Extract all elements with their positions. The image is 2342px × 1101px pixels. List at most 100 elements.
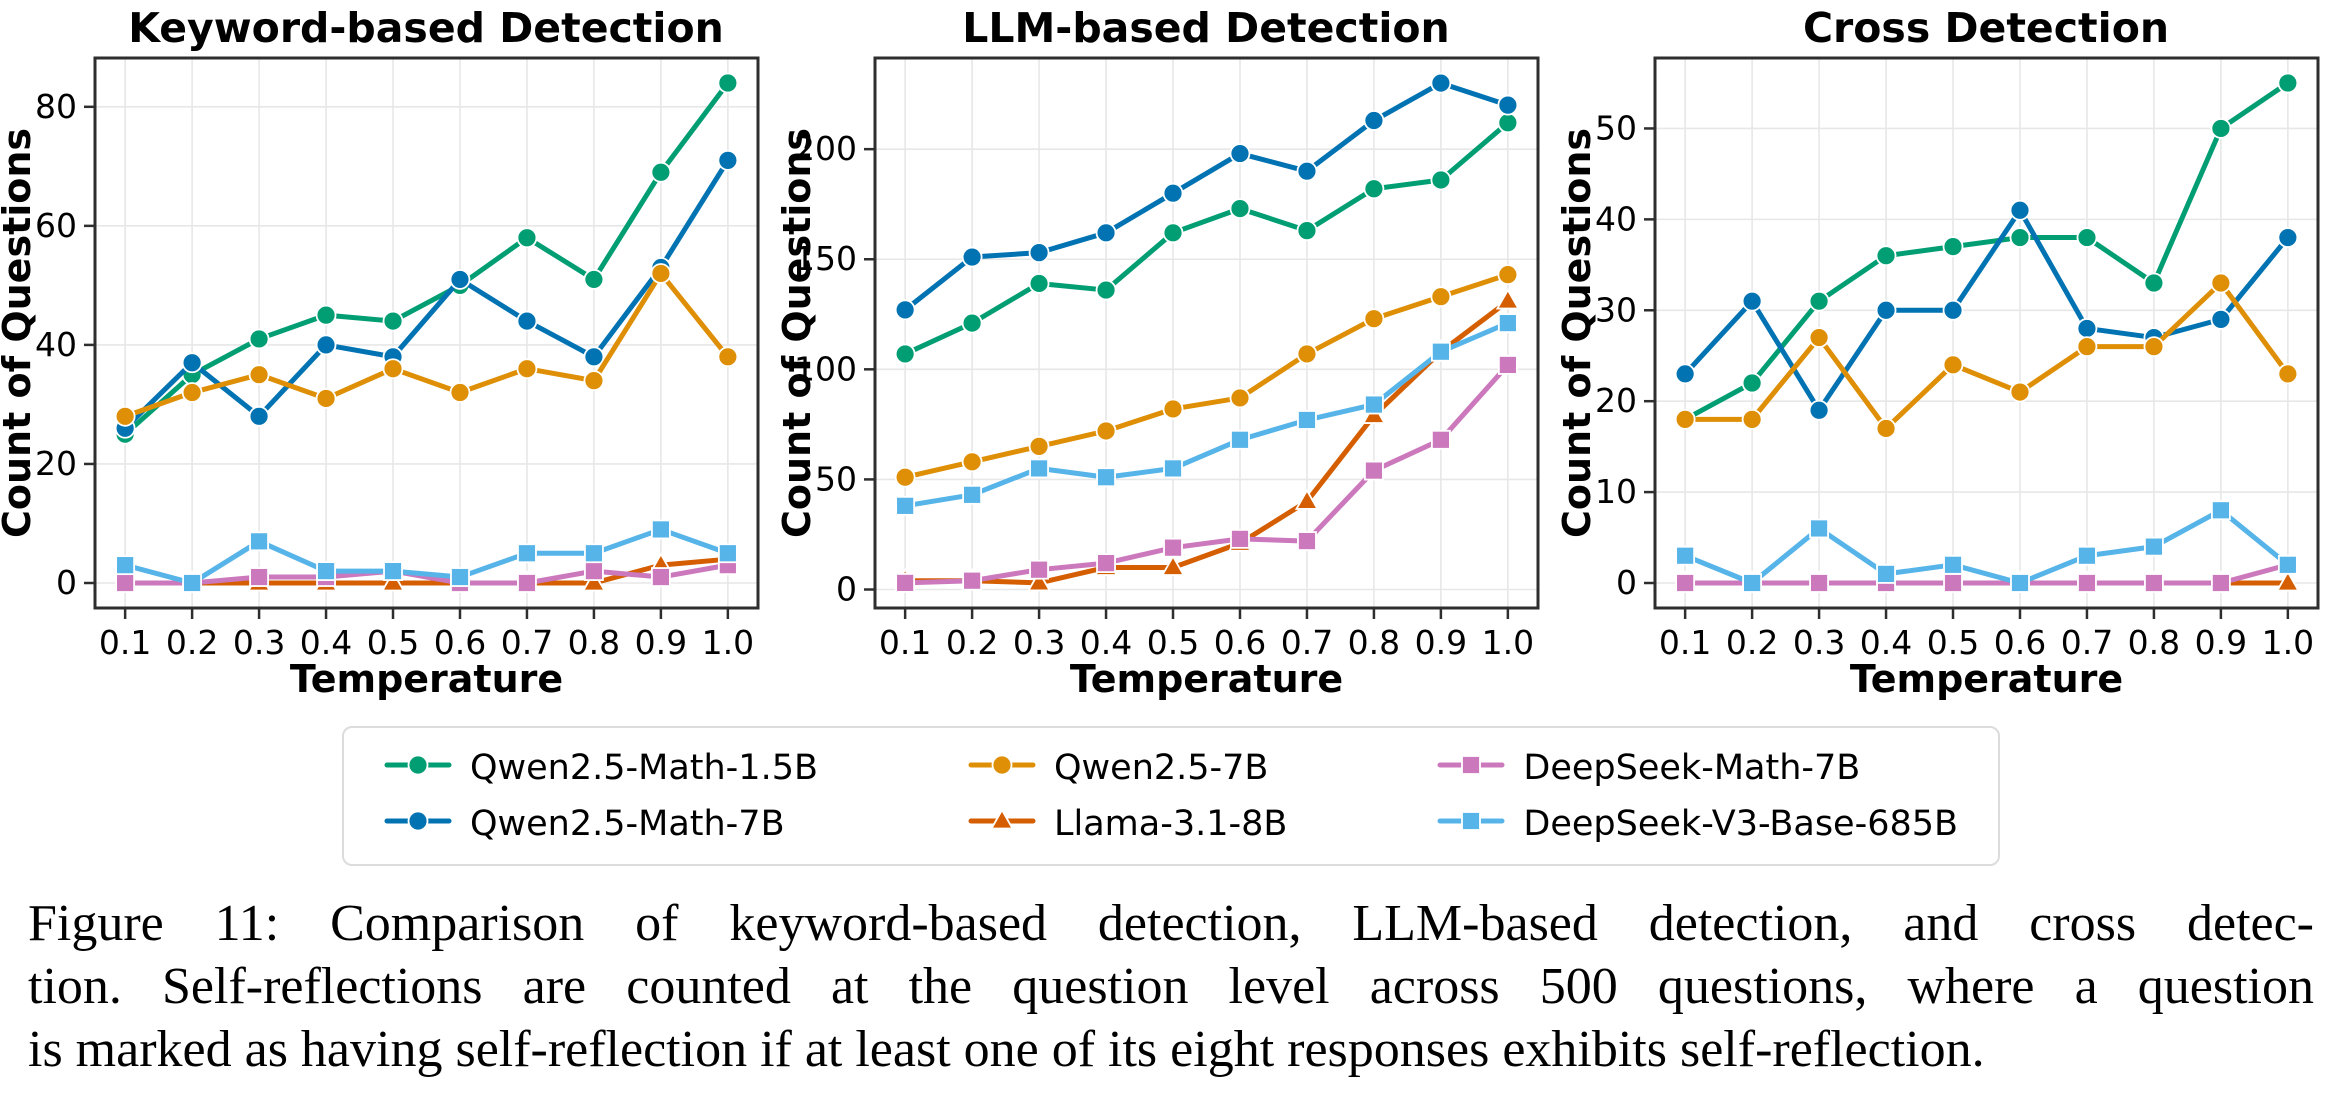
series-Qwen2.5-7B: [1674, 272, 2299, 439]
data-point-circle: [2009, 227, 2031, 248]
data-point-circle: [1430, 72, 1452, 94]
data-point-square: [2077, 545, 2097, 566]
y-tick-label: 80: [35, 87, 77, 126]
legend-marker-blue-circle-icon: [384, 804, 452, 844]
data-point-circle: [717, 149, 739, 171]
x-tick-labels: 0.1 0.2 0.3 0.4 0.5 0.6 0.7 0.8 0.9 1.0: [879, 623, 1534, 662]
data-point-circle: [407, 754, 429, 776]
data-point-square: [2077, 573, 2097, 593]
data-point-circle: [1875, 418, 1897, 439]
data-point-circle: [1942, 354, 1964, 376]
data-point-circle: [1875, 245, 1897, 267]
series-Qwen2.5-7B: [114, 263, 739, 427]
legend-marker-svg: [968, 808, 1036, 830]
legend-label: Qwen2.5-Math-7B: [469, 804, 785, 844]
x-tick-label: 1.0: [2262, 623, 2314, 662]
x-tick-label: 0.3: [1013, 623, 1065, 662]
chart-svg: 0.1 0.2 0.3 0.4 0.5 0.6 0.7 0.8 0.9 1.0 0 50 100 150 2…: [775, 56, 1540, 701]
x-tick-label: 0.3: [233, 623, 285, 662]
data-point-square: [1943, 573, 1963, 593]
y-tick-label: 50: [815, 459, 857, 498]
data-point-circle: [2076, 336, 2098, 358]
y-tick-label: 40: [35, 325, 77, 364]
data-point-circle: [2277, 72, 2299, 94]
series-line: [902, 120, 1511, 357]
data-point-circle: [1674, 408, 1696, 430]
y-tick-label: 20: [35, 444, 77, 483]
data-point-square: [584, 561, 604, 581]
x-tick-label: 0.1: [99, 623, 151, 662]
data-point-square: [1230, 528, 1250, 549]
data-point-circle: [1942, 299, 1964, 321]
x-tick-label: 0.1: [879, 623, 931, 662]
series-DeepSeek-V3-Base-685B: [895, 313, 1518, 516]
legend-label: DeepSeek-Math-7B: [1523, 748, 1861, 788]
series-line: [902, 298, 1511, 586]
data-point-square: [1163, 458, 1183, 479]
legend-label: DeepSeek-V3-Base-685B: [1523, 804, 1959, 844]
data-point-square: [1230, 429, 1250, 450]
x-tick-label: 0.4: [1080, 623, 1132, 662]
tick-marks: [1644, 127, 2290, 619]
data-point-circle: [1942, 236, 1964, 258]
data-point-circle: [1674, 363, 1696, 385]
x-tick-label: 0.2: [946, 623, 998, 662]
data-point-square: [1675, 545, 1696, 566]
x-tick-label: 0.5: [1147, 623, 1199, 662]
data-point-circle: [315, 388, 337, 409]
data-point-square: [2277, 554, 2298, 575]
x-tick-label: 0.9: [635, 623, 687, 662]
x-axis-label: Temperature: [1850, 657, 2123, 700]
data-point-square: [1876, 564, 1896, 584]
data-point-square: [2144, 536, 2164, 557]
data-point-square: [1364, 460, 1384, 481]
x-tick-label: 0.7: [2061, 623, 2113, 662]
data-point-circle: [1741, 372, 1763, 394]
y-tick-label: 50: [1595, 108, 1637, 147]
chart-plot-keyword-based-detection: 0.1 0.2 0.3 0.4 0.5 0.6 0.7 0.8 0.9 1.0 0 20 40 60 80 T…: [0, 52, 780, 701]
x-tick-label: 0.2: [1726, 623, 1778, 662]
data-point-circle: [2143, 336, 2165, 358]
data-point-circle: [1296, 343, 1318, 365]
plot-area: [95, 58, 758, 608]
legend-item-qwen2-5-7b: Qwen2.5-7B: [968, 748, 1287, 788]
legend-item-qwen2-5-math-7b: Qwen2.5-Math-7B: [384, 804, 818, 844]
series-line: [1682, 562, 2291, 586]
y-tick-label: 0: [1616, 563, 1637, 602]
data-point-square: [182, 573, 203, 593]
legend-item-llama-3-1-8b: Llama-3.1-8B: [968, 804, 1287, 844]
series-Qwen2.5-Math-1.5B: [1674, 72, 2299, 430]
data-point-circle: [181, 352, 203, 374]
y-tick-label: 100: [794, 349, 857, 388]
y-tick-label: 40: [1595, 199, 1637, 238]
legend-marker-svg: [968, 754, 1036, 776]
data-point-circle: [2210, 272, 2232, 294]
data-point-square: [1943, 554, 1963, 575]
data-point-circle: [248, 328, 270, 350]
data-point-square: [249, 567, 269, 587]
x-tick-label: 0.6: [1214, 623, 1266, 662]
data-point-triangle: [2275, 570, 2300, 592]
data-point-circle: [1095, 222, 1117, 244]
data-point-square: [517, 573, 537, 593]
legend-marker-svg: [384, 754, 452, 776]
data-point-square: [895, 572, 916, 593]
legend-marker-svg: [1437, 811, 1505, 831]
series-line: [902, 320, 1511, 509]
data-point-circle: [449, 269, 471, 290]
axes-spines: [1653, 56, 2320, 610]
data-point-square: [1497, 355, 1518, 375]
data-point-circle: [1808, 399, 1830, 421]
data-point-square: [1461, 811, 1482, 831]
data-point-circle: [1095, 279, 1117, 301]
data-point-square: [1029, 458, 1049, 479]
series-DeepSeek-Math-7B: [895, 355, 1518, 593]
x-tick-label: 0.5: [367, 623, 419, 662]
data-point-circle: [1875, 299, 1897, 321]
legend-marker-lightblue-square-icon: [1437, 804, 1505, 844]
y-tick-label: 20: [1595, 381, 1637, 420]
data-point-circle: [382, 358, 404, 380]
caption-line-2: tion. Self-reflections are counted at th…: [28, 958, 2314, 1015]
data-point-triangle: [1160, 554, 1186, 576]
x-tick-label: 0.7: [1281, 623, 1333, 662]
